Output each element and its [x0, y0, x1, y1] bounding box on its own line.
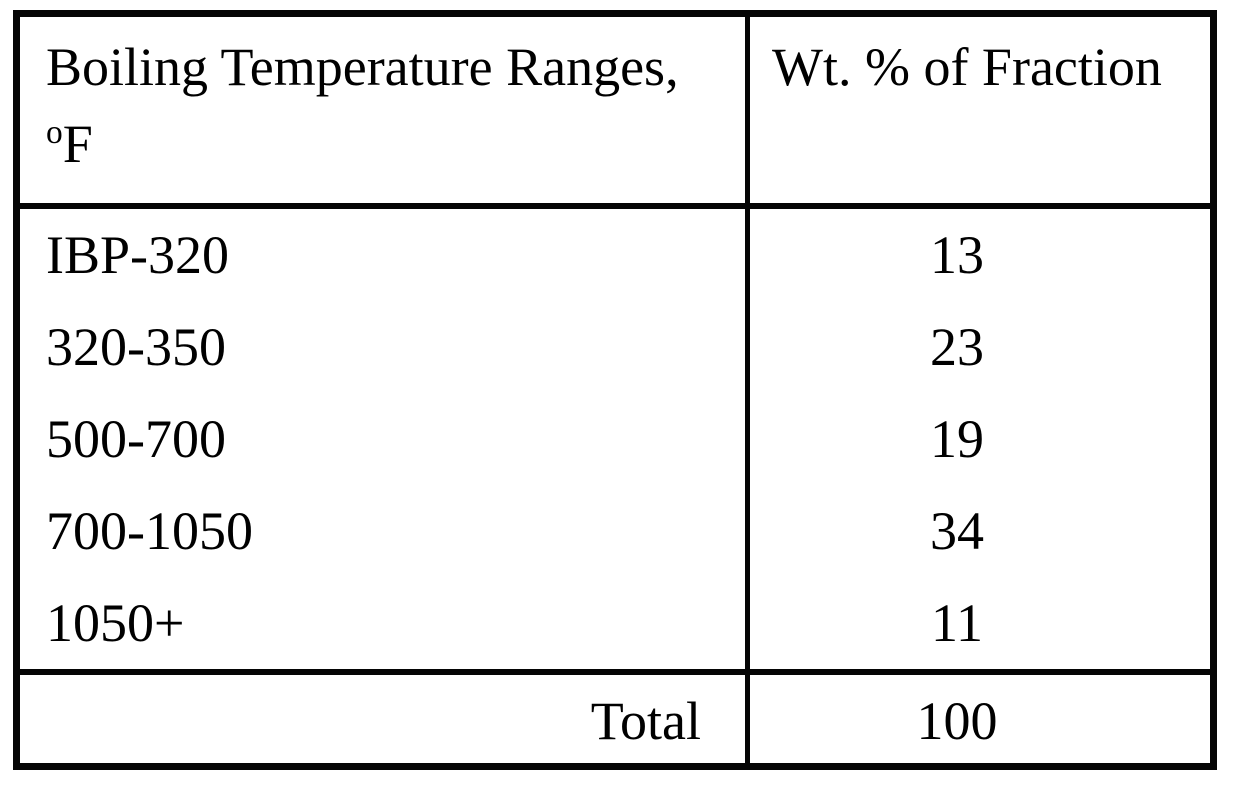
table-row-value: 13 — [750, 209, 1210, 301]
table-row-value: 23 — [750, 301, 1210, 393]
table-row-range: 320-350 — [20, 301, 750, 393]
total-row-value: 100 — [750, 669, 1210, 763]
boiling-fractions-table: Boiling Temperature Ranges, oF Wt. % of … — [13, 10, 1217, 770]
table-row-range: 700-1050 — [20, 485, 750, 577]
value-cell: 23 — [930, 316, 984, 377]
range-cell: IBP-320 — [46, 224, 230, 285]
column-header-unit: oF — [46, 104, 745, 185]
table-row-value: 11 — [750, 577, 1210, 669]
column-header-boiling-ranges-text: Boiling Temperature Ranges, — [46, 37, 679, 97]
value-cell: 19 — [930, 408, 984, 469]
table-row-range: 500-700 — [20, 393, 750, 485]
range-cell: 1050+ — [46, 592, 185, 653]
degree-superscript: o — [46, 114, 63, 151]
total-label: Total — [590, 691, 701, 751]
range-cell: 500-700 — [46, 408, 226, 469]
table-row-value: 19 — [750, 393, 1210, 485]
column-header-wt-percent: Wt. % of Fraction — [750, 17, 1210, 209]
total-value: 100 — [916, 691, 998, 751]
table-row-value: 34 — [750, 485, 1210, 577]
value-cell: 11 — [931, 592, 983, 653]
table-row-range: IBP-320 — [20, 209, 750, 301]
column-header-wt-percent-text: Wt. % of Fraction — [772, 37, 1162, 97]
table-row-range: 1050+ — [20, 577, 750, 669]
range-cell: 700-1050 — [46, 500, 253, 561]
range-cell: 320-350 — [46, 316, 226, 377]
column-header-boiling-ranges: Boiling Temperature Ranges, oF — [20, 17, 750, 209]
value-cell: 13 — [930, 224, 984, 285]
value-cell: 34 — [930, 500, 984, 561]
total-row-label: Total — [20, 669, 750, 763]
unit-letter: F — [62, 114, 93, 174]
